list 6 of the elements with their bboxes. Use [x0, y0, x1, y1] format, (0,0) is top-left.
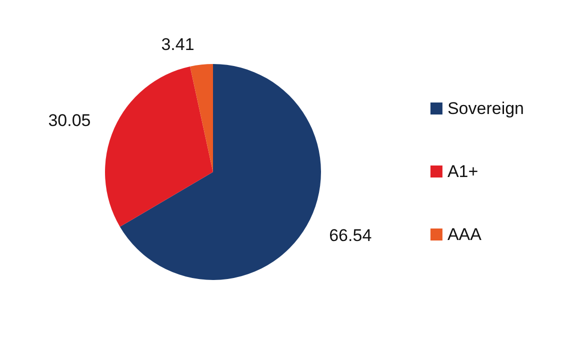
- data-label: 30.05: [48, 111, 91, 130]
- legend-label: AAA: [447, 225, 482, 244]
- data-label: 3.41: [161, 35, 194, 54]
- legend-label: A1+: [447, 162, 478, 181]
- legend-label: Sovereign: [447, 99, 524, 118]
- data-label: 66.54: [329, 226, 372, 246]
